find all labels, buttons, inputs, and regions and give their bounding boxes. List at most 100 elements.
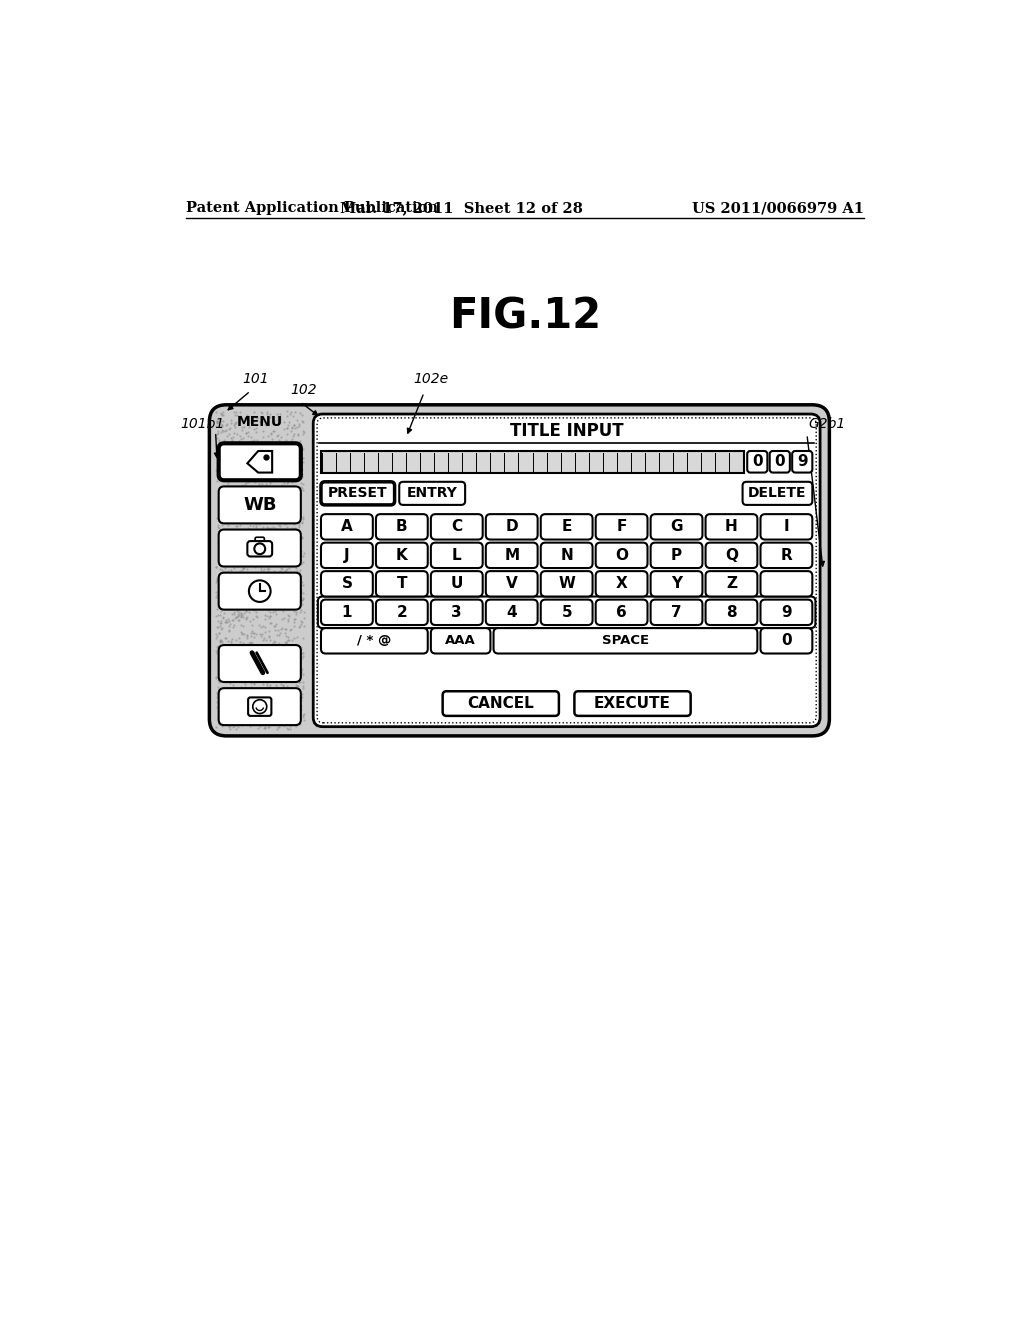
FancyBboxPatch shape [748,451,767,473]
FancyBboxPatch shape [761,628,812,653]
FancyBboxPatch shape [321,599,373,626]
Text: 8: 8 [726,605,737,620]
FancyBboxPatch shape [376,543,428,568]
FancyBboxPatch shape [650,543,702,568]
Text: W: W [558,577,575,591]
Text: I: I [783,519,790,535]
Text: TITLE INPUT: TITLE INPUT [510,422,624,440]
Text: J: J [344,548,350,562]
FancyBboxPatch shape [321,572,373,597]
Text: Y: Y [671,577,682,591]
Text: D: D [506,519,518,535]
Text: F: F [616,519,627,535]
Text: S: S [341,577,352,591]
Text: PRESET: PRESET [328,486,388,500]
Text: 7: 7 [671,605,682,620]
FancyBboxPatch shape [650,572,702,597]
Text: T: T [396,577,408,591]
FancyBboxPatch shape [376,599,428,626]
FancyBboxPatch shape [706,543,758,568]
Text: 101: 101 [243,372,269,387]
FancyBboxPatch shape [541,572,593,597]
FancyBboxPatch shape [219,645,301,682]
FancyBboxPatch shape [761,543,812,568]
Text: EXECUTE: EXECUTE [594,696,671,711]
FancyBboxPatch shape [706,572,758,597]
Text: MENU: MENU [237,414,283,429]
Text: 3: 3 [452,605,462,620]
FancyBboxPatch shape [442,692,559,715]
Text: 102: 102 [291,383,317,397]
Text: 0: 0 [752,454,763,470]
Text: X: X [615,577,628,591]
FancyBboxPatch shape [321,482,394,506]
FancyBboxPatch shape [431,599,482,626]
Text: 4: 4 [507,605,517,620]
Text: WB: WB [243,496,276,513]
FancyBboxPatch shape [485,515,538,540]
FancyBboxPatch shape [596,543,647,568]
Text: SPACE: SPACE [602,635,649,647]
Text: C: C [452,519,462,535]
Text: 9: 9 [781,605,792,620]
FancyBboxPatch shape [761,599,812,626]
FancyBboxPatch shape [541,515,593,540]
Text: US 2011/0066979 A1: US 2011/0066979 A1 [692,202,864,215]
Text: 0: 0 [781,634,792,648]
Text: FIG.12: FIG.12 [449,296,601,337]
FancyBboxPatch shape [485,572,538,597]
Text: CANCEL: CANCEL [467,696,535,711]
Text: Mar. 17, 2011  Sheet 12 of 28: Mar. 17, 2011 Sheet 12 of 28 [340,202,583,215]
FancyBboxPatch shape [431,543,482,568]
FancyBboxPatch shape [596,515,647,540]
Text: U: U [451,577,463,591]
FancyBboxPatch shape [770,451,790,473]
Text: 6: 6 [616,605,627,620]
Text: AAA: AAA [445,635,476,647]
Text: 5: 5 [561,605,572,620]
FancyBboxPatch shape [321,543,373,568]
Text: DELETE: DELETE [749,486,807,500]
FancyBboxPatch shape [313,414,820,726]
FancyBboxPatch shape [485,599,538,626]
Text: 102e: 102e [414,372,449,387]
FancyBboxPatch shape [650,599,702,626]
FancyBboxPatch shape [376,515,428,540]
Text: 0: 0 [774,454,785,470]
Text: ENTRY: ENTRY [407,486,458,500]
Text: 1: 1 [342,605,352,620]
FancyBboxPatch shape [431,628,490,653]
Text: A: A [341,519,353,535]
Text: N: N [560,548,573,562]
Text: O: O [615,548,628,562]
FancyBboxPatch shape [431,572,482,597]
FancyBboxPatch shape [209,405,829,737]
Text: H: H [725,519,738,535]
FancyBboxPatch shape [485,543,538,568]
FancyBboxPatch shape [706,599,758,626]
Text: E: E [561,519,571,535]
FancyBboxPatch shape [494,628,758,653]
FancyBboxPatch shape [399,482,465,506]
Text: / * @: / * @ [357,635,391,647]
Text: Patent Application Publication: Patent Application Publication [186,202,438,215]
Text: L: L [452,548,462,562]
FancyBboxPatch shape [761,515,812,540]
Text: V: V [506,577,517,591]
FancyBboxPatch shape [650,515,702,540]
Text: R: R [780,548,793,562]
FancyBboxPatch shape [541,599,593,626]
Text: 101b1: 101b1 [180,417,225,430]
FancyBboxPatch shape [574,692,690,715]
FancyBboxPatch shape [742,482,812,506]
FancyBboxPatch shape [321,515,373,540]
Text: Q: Q [725,548,738,562]
FancyBboxPatch shape [219,529,301,566]
FancyBboxPatch shape [431,515,482,540]
Text: G: G [671,519,683,535]
FancyBboxPatch shape [321,628,428,653]
Text: M: M [504,548,519,562]
Text: P: P [671,548,682,562]
FancyBboxPatch shape [219,688,301,725]
FancyBboxPatch shape [793,451,812,473]
